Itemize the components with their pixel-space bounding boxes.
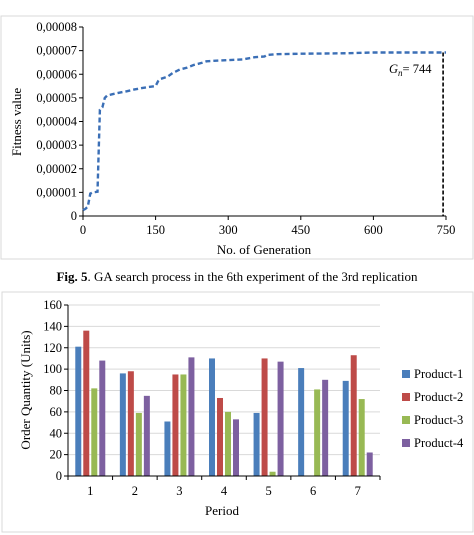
chart2-gridlines xyxy=(68,304,380,456)
chart1-series xyxy=(82,51,446,212)
chart1-x-tick-label: 450 xyxy=(291,223,310,237)
bar-product-3-period-5 xyxy=(269,471,276,476)
chart1-y-tick-label: 0,00007 xyxy=(36,44,77,58)
legend-swatch-product-4 xyxy=(402,439,410,447)
bar-product-1-period-6 xyxy=(298,368,305,476)
bar-product-2-period-3 xyxy=(172,374,179,476)
bar-product-2-period-2 xyxy=(127,371,134,476)
chart1-panel: 0 0,00001 0,00002 0,00003 0,00004 0,00005 0,00… xyxy=(0,15,474,260)
bar-product-1-period-5 xyxy=(253,412,260,476)
bar-product-4-period-1 xyxy=(99,360,106,476)
chart2-y-tick-label: 40 xyxy=(50,426,63,440)
chart2-x-tick-label: 5 xyxy=(265,484,271,498)
bar-product-4-period-3 xyxy=(188,357,195,476)
chart2-x-tick-label: 2 xyxy=(132,484,138,498)
annotation-symbol: G xyxy=(389,62,398,76)
caption-prefix: Fig. 5 xyxy=(56,269,88,284)
chart2-y-tick-label: 0 xyxy=(56,469,62,483)
chart1-x-tick-label: 300 xyxy=(219,223,238,237)
bar-product-2-period-1 xyxy=(83,330,90,476)
chart1-border xyxy=(0,15,474,260)
legend-swatch-product-3 xyxy=(402,416,410,424)
bar-product-4-period-7 xyxy=(366,452,373,476)
bar-product-2-period-7 xyxy=(350,355,357,476)
bar-product-3-period-2 xyxy=(135,412,142,476)
chart1-y-tick-label: 0 xyxy=(71,209,77,223)
legend-label-product-4: Product-4 xyxy=(414,436,464,450)
bar-product-3-period-3 xyxy=(180,374,187,476)
chart2-y-tick-label: 160 xyxy=(43,298,62,312)
bar-product-1-period-7 xyxy=(342,380,349,476)
chart2-border xyxy=(1,291,474,533)
bar-product-1-period-4 xyxy=(209,358,215,476)
bar-product-2-period-4 xyxy=(217,397,223,476)
legend-label-product-1: Product-1 xyxy=(414,367,463,381)
legend-label-product-2: Product-2 xyxy=(414,390,463,404)
chart1-annotation: Gn= 744 xyxy=(389,62,432,78)
chart2-y-tick-label: 100 xyxy=(43,362,62,376)
bar-product-1-period-1 xyxy=(75,346,82,476)
chart2-y-tick-label: 80 xyxy=(50,384,63,398)
chart2-x-tick-label: 3 xyxy=(176,484,182,498)
bar-product-4-period-2 xyxy=(143,395,150,476)
chart2-x-tick-label: 4 xyxy=(221,484,228,498)
chart1-xlabel: No. of Generation xyxy=(217,242,312,257)
chart2-y-tick-label: 120 xyxy=(43,341,62,355)
chart1-x-tick-label: 150 xyxy=(146,223,165,237)
bar-product-1-period-2 xyxy=(119,373,126,476)
chart2-legend: Product-1 Product-2 Product-3 Product-4 xyxy=(402,367,464,450)
chart2-x-tick-label: 7 xyxy=(355,484,361,498)
legend-label-product-3: Product-3 xyxy=(414,413,463,427)
bar-product-3-period-1 xyxy=(91,388,98,476)
chart1-ylabel: Fitness value xyxy=(9,88,24,156)
chart1-y-tick-label: 0,00003 xyxy=(36,138,77,152)
chart1-y-tick-label: 0,00008 xyxy=(36,20,77,34)
bar-product-4-period-4 xyxy=(233,419,239,476)
annotation-subscript: n xyxy=(398,68,403,78)
figure-caption: Fig. 5. GA search process in the 6th exp… xyxy=(56,269,418,284)
chart2-y-tick-label: 140 xyxy=(43,319,62,333)
bar-product-1-period-3 xyxy=(164,421,171,476)
caption-text: . GA search process in the 6th experimen… xyxy=(88,269,418,284)
chart1-y-ticks: 0 0,00001 0,00002 0,00003 0,00004 0,00005 0,00… xyxy=(36,20,83,223)
chart2-bars xyxy=(75,330,373,476)
chart1-y-tick-label: 0,00002 xyxy=(36,162,77,176)
chart2-ylabel: Order Quantity (Units) xyxy=(18,330,33,449)
bar-product-3-period-7 xyxy=(358,399,365,476)
chart1-x-tick-label: 600 xyxy=(364,223,383,237)
chart1-x-tick-label: 0 xyxy=(80,223,86,237)
chart1-x-ticks: 0 150 300 450 600 750 xyxy=(80,216,456,237)
chart1-y-tick-label: 0,00006 xyxy=(36,67,77,81)
chart1-fitness-line xyxy=(82,51,446,212)
chart2-x-tick-label: 6 xyxy=(310,484,316,498)
chart2-x-ticks: 1 2 3 4 5 6 7 xyxy=(67,476,381,498)
bar-product-3-period-6 xyxy=(314,389,321,476)
bar-product-4-period-6 xyxy=(322,379,329,476)
chart2-x-tick-label: 1 xyxy=(87,484,93,498)
legend-swatch-product-2 xyxy=(402,393,410,401)
chart2-y-tick-label: 60 xyxy=(50,405,63,419)
bar-product-2-period-5 xyxy=(261,358,268,476)
bar-product-4-period-5 xyxy=(277,361,284,476)
chart2-xlabel: Period xyxy=(205,503,239,518)
chart2-y-ticks: 0 20 40 60 80 100 120 140 160 xyxy=(43,298,68,483)
chart1-y-tick-label: 0,00004 xyxy=(36,115,77,129)
chart1-x-tick-label: 750 xyxy=(437,223,456,237)
bar-product-3-period-4 xyxy=(225,411,231,476)
annotation-value: = 744 xyxy=(403,62,433,76)
legend-swatch-product-1 xyxy=(402,370,410,378)
chart1-y-tick-label: 0,00001 xyxy=(36,185,77,199)
chart1-y-tick-label: 0,00005 xyxy=(36,91,77,105)
chart2-y-tick-label: 20 xyxy=(50,448,63,462)
